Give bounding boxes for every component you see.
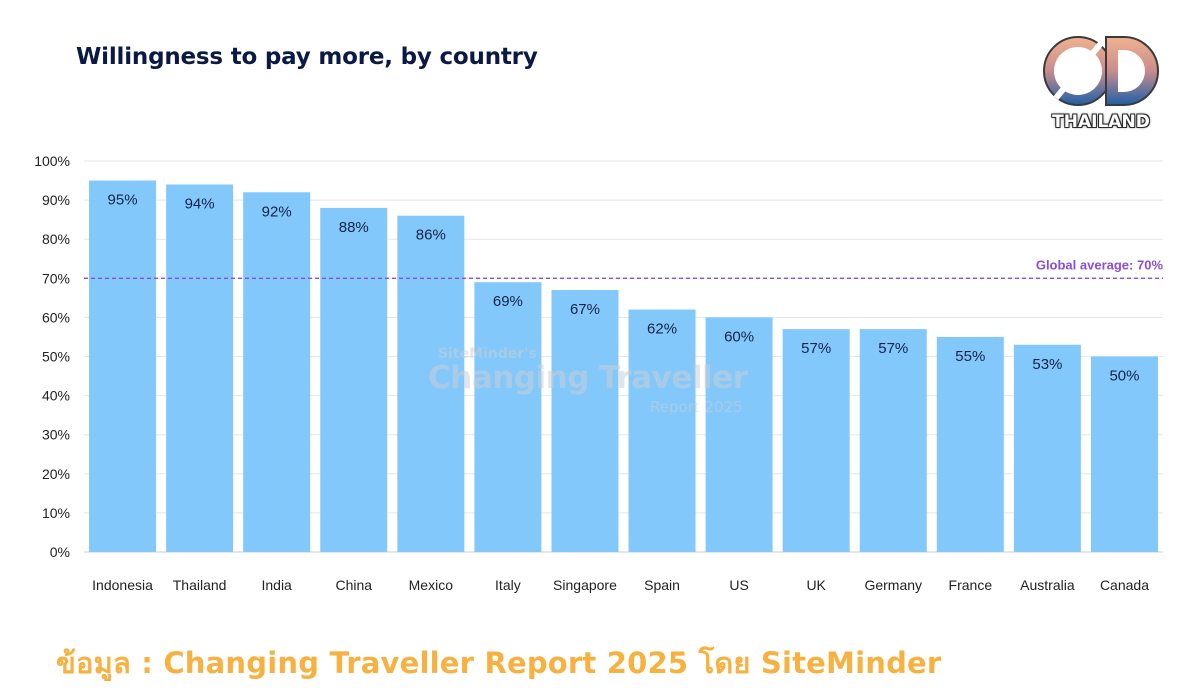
bar [782, 329, 850, 552]
bar-value-label: 57% [801, 340, 831, 357]
axis-labels: 0% 10% 20% 30% 40% 50% 60% 70% 80% 90% 100% Indones… [34, 153, 1149, 593]
sd-thailand-logo: THAILAND [1040, 28, 1162, 138]
logo-mark [1043, 36, 1159, 106]
bar-value-label: 86% [416, 227, 446, 244]
bar [936, 336, 1004, 552]
logo-text: THAILAND [1052, 112, 1150, 132]
bar [1090, 356, 1158, 552]
bar-value-label: 95% [108, 192, 138, 209]
y-tick-label: 10% [42, 505, 70, 521]
y-tick-label: 70% [42, 270, 70, 286]
bar-labels: 95% 94% 92% 88% 86% 69% 67% 62% 60% 57% 57% 55% 53% 5… [108, 192, 1140, 385]
bar [397, 215, 465, 553]
bar-value-label: 50% [1109, 368, 1139, 385]
bar [320, 207, 388, 553]
bar-value-label: 92% [262, 203, 292, 220]
x-tick-label: UK [806, 577, 826, 593]
bar [474, 282, 542, 552]
bar-value-label: 55% [955, 348, 985, 365]
y-tick-label: 20% [42, 466, 70, 482]
bar-value-label: 62% [647, 321, 677, 338]
x-tick-label: Italy [495, 577, 521, 593]
reference-line-label: Global average: 70% [1036, 257, 1164, 272]
y-tick-label: 30% [42, 427, 70, 443]
bar-value-label: 67% [570, 301, 600, 318]
y-tick-label: 90% [42, 192, 70, 208]
x-tick-label: US [729, 577, 748, 593]
bar-value-label: 57% [878, 340, 908, 357]
bar-value-label: 88% [339, 219, 369, 236]
bar-chart: 95% 94% 92% 88% 86% 69% 67% 62% 60% 57% 57% 55% 53% 5… [34, 153, 1164, 593]
bar-value-label: 69% [493, 293, 523, 310]
y-tick-label: 80% [42, 231, 70, 247]
bar [859, 329, 927, 552]
y-tick-label: 50% [42, 349, 70, 365]
x-tick-label: Canada [1100, 577, 1149, 593]
reference-line-group: Global average: 70% [84, 257, 1164, 279]
bar [1013, 344, 1081, 552]
bar-value-label: 60% [724, 328, 754, 345]
y-tick-label: 40% [42, 388, 70, 404]
y-tick-label: 0% [50, 544, 70, 560]
x-tick-label: Indonesia [92, 577, 153, 593]
bars [89, 180, 1158, 553]
bar [628, 309, 696, 552]
bar [551, 290, 619, 552]
x-tick-label: Australia [1020, 577, 1075, 593]
chart-title: Willingness to pay more, by country [76, 44, 538, 70]
bar [166, 184, 234, 552]
bar [705, 317, 773, 552]
y-tick-label: 100% [34, 153, 70, 169]
x-tick-label: India [261, 577, 292, 593]
x-tick-label: Singapore [553, 577, 617, 593]
source-caption: ข้อมูล : Changing Traveller Report 2025 … [56, 646, 942, 680]
x-tick-label: Mexico [409, 577, 454, 593]
bar [89, 180, 157, 553]
bar-value-label: 53% [1032, 356, 1062, 373]
x-tick-label: Spain [644, 577, 680, 593]
x-tick-label: France [949, 577, 993, 593]
x-tick-label: Germany [864, 577, 922, 593]
x-tick-label: Thailand [173, 577, 227, 593]
bar [243, 192, 311, 552]
y-tick-label: 60% [42, 309, 70, 325]
bar-value-label: 94% [185, 195, 215, 212]
x-tick-label: China [335, 577, 372, 593]
